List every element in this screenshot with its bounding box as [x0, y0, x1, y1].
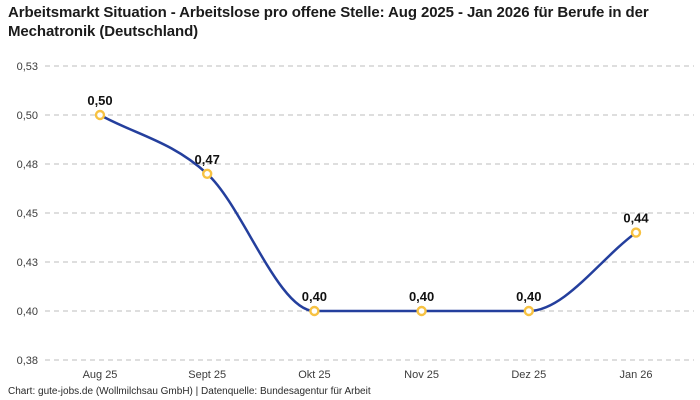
y-tick-label: 0,38	[17, 355, 38, 367]
y-tick-label: 0,53	[17, 61, 38, 73]
x-tick-label: Jan 26	[619, 369, 652, 381]
series-line	[98, 113, 638, 313]
x-tick-label: Okt 25	[298, 369, 330, 381]
x-tick-label: Dez 25	[511, 369, 546, 381]
data-point-label: 0,40	[302, 289, 327, 304]
data-point	[523, 305, 534, 317]
y-tick-label: 0,45	[17, 208, 38, 220]
data-point-label: 0,40	[516, 289, 541, 304]
data-point	[309, 305, 320, 317]
y-tick-label: 0,48	[17, 159, 38, 171]
y-tick-label: 0,50	[17, 110, 38, 122]
chart-credit: Chart: gute-jobs.de (Wollmilchsau GmbH) …	[8, 386, 371, 397]
x-tick-label: Sept 25	[188, 369, 226, 381]
data-point-label: 0,44	[623, 211, 649, 226]
x-tick-label: Nov 25	[404, 369, 439, 381]
data-point-label: 0,40	[409, 289, 434, 304]
data-point	[630, 227, 642, 238]
data-point	[416, 305, 427, 317]
y-tick-label: 0,40	[17, 306, 38, 318]
y-tick-label: 0,43	[17, 257, 38, 269]
x-tick-label: Aug 25	[83, 369, 118, 381]
data-point	[201, 168, 213, 180]
data-point-label: 0,47	[195, 152, 220, 167]
chart-title: Arbeitsmarkt Situation - Arbeitslose pro…	[8, 4, 649, 40]
data-point-label: 0,50	[87, 93, 112, 108]
data-point	[94, 109, 106, 121]
